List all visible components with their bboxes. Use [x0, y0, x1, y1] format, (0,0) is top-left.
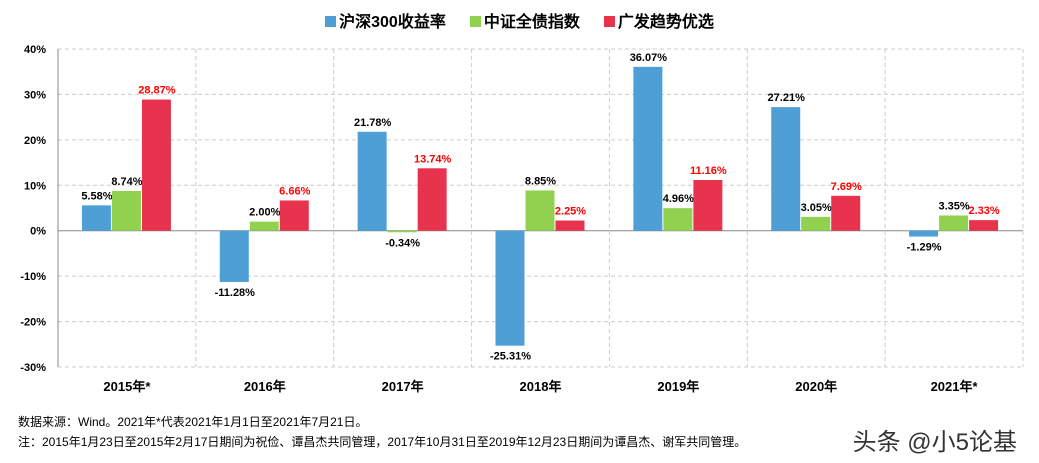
bar [831, 195, 861, 231]
data-label: 36.07% [630, 52, 668, 64]
data-label: 11.16% [690, 165, 727, 177]
legend: 沪深300收益率 中证全债指数 广发趋势优选 [0, 8, 1039, 32]
bar [525, 190, 555, 231]
legend-item: 沪深300收益率 [325, 8, 446, 32]
data-label: 5.58% [81, 190, 112, 202]
x-tick-label: 2017年 [382, 379, 424, 394]
data-label: 4.96% [663, 193, 694, 205]
legend-item: 广发趋势优选 [603, 8, 714, 32]
x-tick-label: 2015年* [103, 379, 151, 394]
x-tick-label: 2016年 [244, 379, 286, 394]
x-tick-label: 2019年 [657, 379, 699, 394]
bar [693, 180, 723, 231]
data-label: 2.00% [249, 207, 280, 219]
y-tick-label: 30% [24, 89, 46, 101]
bar [387, 230, 417, 233]
bar [801, 216, 831, 231]
bar [417, 168, 447, 231]
data-label: 2.25% [555, 205, 586, 217]
x-tick-label: 2021年* [931, 379, 979, 394]
legend-label: 中证全债指数 [483, 14, 580, 31]
data-label: 28.87% [138, 85, 176, 97]
data-label: -25.31% [490, 351, 531, 363]
bar [771, 107, 801, 231]
data-label: 8.74% [111, 176, 142, 188]
legend-swatch [469, 16, 481, 27]
bar [81, 205, 111, 231]
data-label: 7.69% [831, 181, 862, 193]
bar [219, 230, 249, 282]
data-label: 13.74% [414, 153, 452, 165]
y-tick-label: 0% [30, 226, 46, 238]
data-label: 27.21% [768, 92, 806, 104]
bar [633, 66, 663, 231]
data-label: 21.78% [354, 117, 392, 129]
bar [279, 200, 309, 231]
data-label: 2.33% [968, 205, 999, 217]
y-tick-label: 20% [24, 135, 46, 147]
x-tick-label: 2018年 [520, 379, 562, 394]
bar [495, 230, 525, 346]
legend-item: 中证全债指数 [469, 8, 580, 32]
data-label: -0.34% [385, 237, 420, 249]
management-note: 注：2015年1月23日至2015年2月17日期间为祝俭、谭昌杰共同管理，201… [18, 435, 747, 449]
legend-swatch [325, 16, 337, 27]
legend-swatch [603, 16, 615, 27]
bar [663, 208, 693, 231]
data-label: 3.05% [801, 202, 832, 214]
bar [249, 221, 279, 231]
bar [357, 131, 387, 231]
bar [909, 230, 939, 237]
bar [555, 220, 585, 231]
watermark: 头条 @小5论基 [852, 429, 1017, 456]
bar [141, 99, 171, 231]
data-label: -11.28% [215, 287, 256, 299]
x-tick-label: 2020年 [795, 379, 837, 394]
y-tick-label: -20% [20, 317, 46, 329]
legend-label: 广发趋势优选 [617, 14, 714, 31]
bar [969, 220, 999, 231]
data-label: -1.29% [907, 242, 942, 254]
bar [111, 191, 141, 231]
source-note: 数据来源：Wind。2021年*代表2021年1月1日至2021年7月21日。 [18, 415, 368, 429]
y-tick-label: 40% [24, 44, 46, 56]
data-label: 6.66% [279, 185, 310, 197]
y-tick-label: -30% [20, 362, 46, 374]
legend-label: 沪深300收益率 [339, 14, 446, 31]
y-tick-label: -10% [20, 271, 46, 283]
data-label: 3.35% [938, 200, 969, 212]
y-tick-label: 10% [24, 180, 46, 192]
bar [939, 215, 969, 231]
data-label: 8.85% [525, 176, 556, 188]
